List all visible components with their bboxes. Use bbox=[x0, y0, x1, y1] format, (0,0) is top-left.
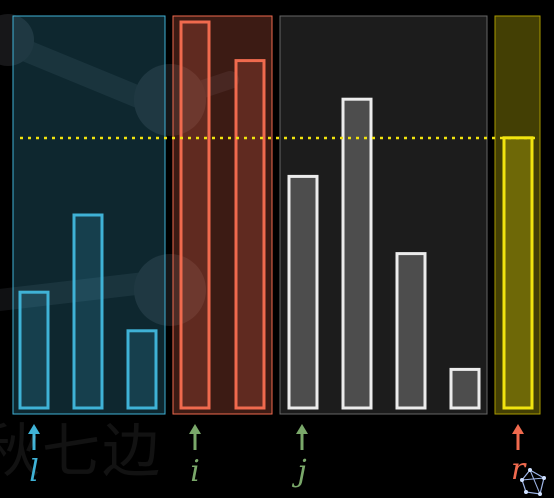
pivot-bar bbox=[502, 136, 534, 410]
less-than-pivot-bar bbox=[18, 290, 50, 410]
unprocessed-bar bbox=[449, 367, 481, 410]
less-than-pivot-bar bbox=[126, 329, 158, 410]
greater-than-pivot-bar bbox=[179, 20, 211, 410]
graph-network-icon bbox=[520, 468, 546, 496]
unprocessed-bar bbox=[287, 174, 319, 410]
group-box-greater-than-pivot bbox=[172, 15, 273, 415]
watermark-text: 秋七边 bbox=[0, 417, 163, 485]
pointer-label-j: j bbox=[297, 454, 307, 489]
unprocessed-bar bbox=[341, 97, 373, 410]
arrow-i-icon bbox=[189, 424, 201, 450]
less-than-pivot-bar bbox=[72, 213, 104, 410]
arrow-l-icon bbox=[28, 424, 40, 450]
pointer-label-r: r bbox=[510, 452, 526, 487]
pointer-label-i: i bbox=[190, 454, 200, 489]
greater-than-pivot-bar bbox=[234, 59, 266, 410]
bars-layer bbox=[18, 20, 534, 410]
arrow-r-icon bbox=[512, 424, 524, 450]
arrow-j-icon bbox=[296, 424, 308, 450]
unprocessed-bar bbox=[395, 252, 427, 410]
group-box-unprocessed bbox=[279, 15, 488, 415]
pointer-arrows bbox=[28, 424, 524, 450]
pointer-label-l: l bbox=[29, 454, 39, 489]
